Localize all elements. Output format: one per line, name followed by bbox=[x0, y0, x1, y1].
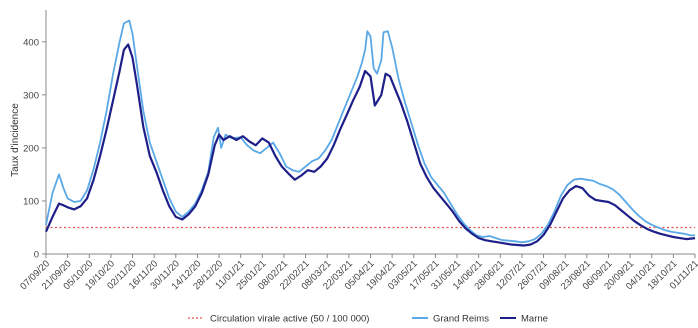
legend: Circulation virale active (50 / 100 000)… bbox=[188, 314, 548, 325]
legend-label-marne: Marne bbox=[521, 314, 548, 325]
y-tick-label: 400 bbox=[23, 37, 39, 48]
legend-label-grand-reims: Grand Reims bbox=[433, 314, 489, 325]
series-line-grand-reims bbox=[45, 19, 695, 244]
axes: 010020030040007/09/2021/09/2005/10/2019/… bbox=[18, 10, 698, 292]
series-line-marne bbox=[44, 43, 696, 247]
y-tick-label: 300 bbox=[23, 90, 39, 101]
series-layer bbox=[44, 19, 696, 247]
legend-label-reference: Circulation virale active (50 / 100 000) bbox=[210, 314, 369, 325]
y-tick-label: 200 bbox=[23, 143, 39, 154]
y-tick-label: 0 bbox=[34, 250, 39, 261]
y-axis-label: Taux d'incidence bbox=[10, 103, 21, 177]
y-tick-label: 100 bbox=[23, 196, 39, 207]
